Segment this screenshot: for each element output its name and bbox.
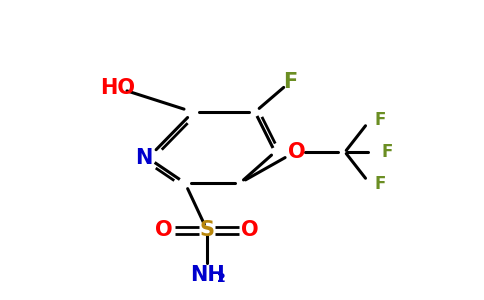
Text: F: F	[381, 143, 393, 161]
Text: F: F	[374, 111, 386, 129]
Text: O: O	[155, 220, 173, 240]
Text: F: F	[374, 175, 386, 193]
Text: O: O	[288, 142, 306, 162]
Text: N: N	[136, 148, 152, 168]
Text: S: S	[199, 220, 214, 240]
Text: F: F	[283, 72, 297, 92]
Text: HO: HO	[101, 78, 136, 98]
Text: NH: NH	[190, 265, 225, 285]
Text: O: O	[241, 220, 259, 240]
Text: 2: 2	[217, 272, 226, 284]
